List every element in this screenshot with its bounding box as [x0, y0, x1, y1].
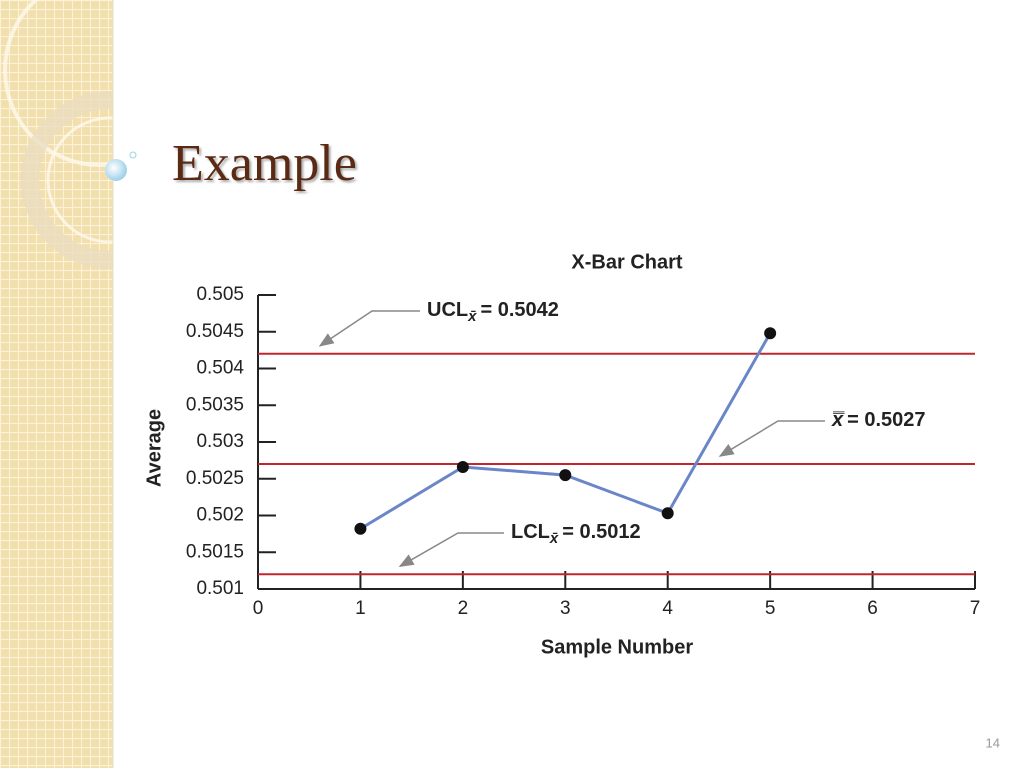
x-tick-label: 2 — [458, 598, 469, 619]
x-tick-label: 5 — [765, 598, 776, 619]
point — [661, 507, 674, 520]
y-tick-label: 0.5045 — [186, 321, 244, 342]
reference-label: x̿ = 0.5027 — [831, 409, 926, 431]
slide-title: Example — [172, 135, 357, 192]
bubble-small — [129, 151, 137, 159]
y-tick-label: 0.5025 — [186, 468, 244, 489]
x-tick-label: 1 — [355, 598, 366, 619]
y-tick-label: 0.501 — [196, 578, 244, 599]
y-tick-label: 0.502 — [196, 505, 244, 526]
x-tick-label: 6 — [867, 598, 878, 619]
reference-name: UCL — [427, 299, 468, 321]
point — [456, 460, 469, 473]
y-axis-label: Average — [143, 409, 165, 487]
reference-label: UCLx̄ = 0.5042 — [427, 299, 559, 325]
reference-value-label: = 0.5042 — [480, 299, 558, 321]
series-line — [359, 332, 772, 531]
y-tick-label: 0.503 — [196, 431, 244, 452]
reference-label: LCLx̄ = 0.5012 — [511, 521, 641, 547]
x-tick-label: 0 — [253, 598, 264, 619]
bubble — [105, 159, 127, 181]
y-tick-label: 0.5015 — [186, 541, 244, 562]
reference-subscript: x̄ — [467, 308, 477, 325]
y-tick-label: 0.505 — [196, 284, 244, 305]
reference-value-label: = 0.5027 — [847, 409, 925, 431]
page-number: 14 — [986, 735, 1000, 750]
chart-title: X-Bar Chart — [571, 251, 682, 273]
point — [354, 522, 367, 535]
callout-arrow — [398, 532, 504, 568]
reference-value-label: = 0.5012 — [562, 521, 640, 543]
reference-name: x̿ — [831, 409, 845, 431]
callout-arrow — [318, 310, 420, 347]
x-tick-label: 3 — [560, 598, 571, 619]
x-axis-label: Sample Number — [541, 636, 693, 658]
x-tick-label: 7 — [970, 598, 981, 619]
point — [559, 469, 572, 482]
y-tick-label: 0.504 — [196, 358, 244, 379]
point — [764, 327, 777, 340]
y-tick-label: 0.5035 — [186, 394, 244, 415]
decor-circles — [3, 0, 113, 269]
x-tick-label: 4 — [662, 598, 673, 619]
callout-arrow — [718, 420, 825, 457]
reference-name: LCL — [511, 521, 550, 543]
reference-subscript: x̄ — [549, 530, 559, 547]
